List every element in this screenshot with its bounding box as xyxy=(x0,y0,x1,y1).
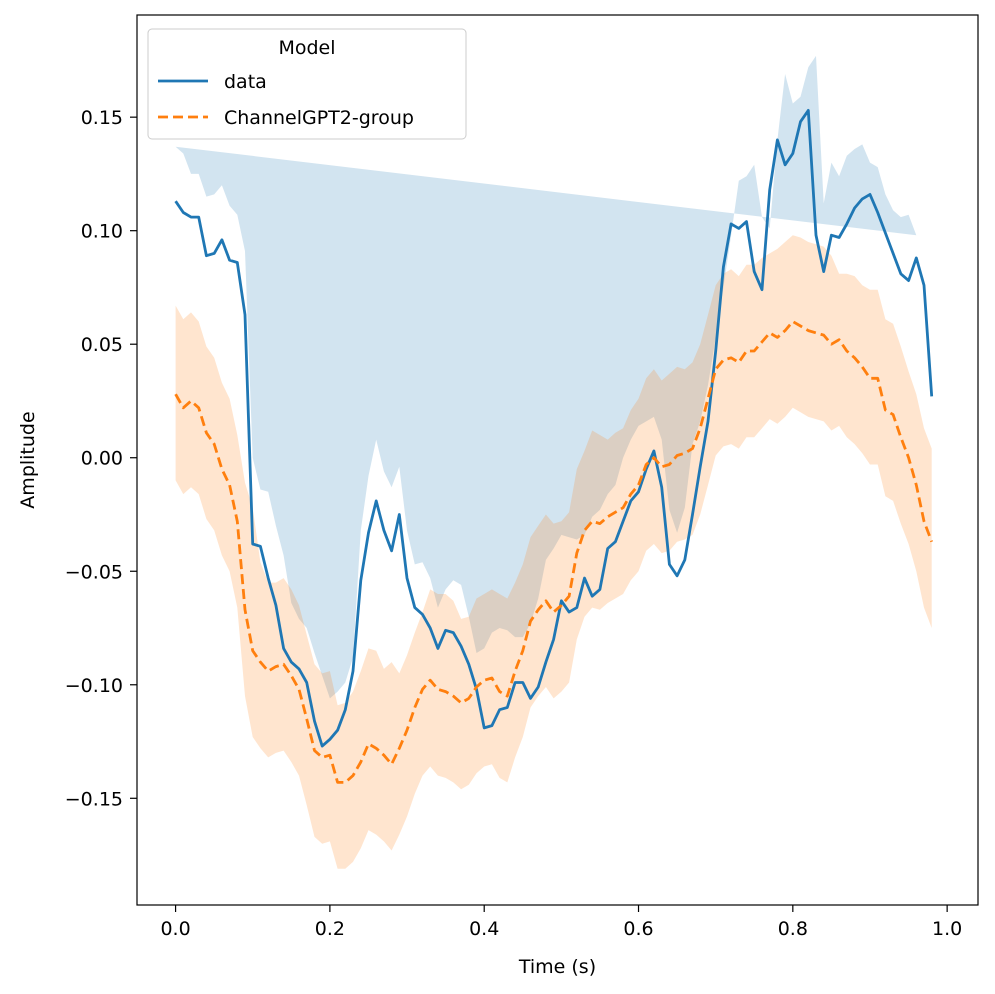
y-tick-label: 0.15 xyxy=(81,107,123,129)
series-line-channelgpt2-group xyxy=(174,320,934,784)
x-tick-label: 0.0 xyxy=(160,918,190,940)
y-tick-label: 0.05 xyxy=(81,334,123,356)
y-axis-ticks: 0.15 0.10 0.05 0.00 −0.05 −0.10 −0.15 xyxy=(65,107,137,810)
x-axis-label: Time (s) xyxy=(518,956,596,978)
y-axis-label: Amplitude xyxy=(17,411,39,508)
legend-box xyxy=(147,28,467,140)
y-tick-label: −0.05 xyxy=(65,561,123,583)
x-tick-label: 1.0 xyxy=(932,918,962,940)
y-tick-label: −0.15 xyxy=(65,788,123,810)
plot-frame xyxy=(136,14,979,906)
x-tick-label: 0.4 xyxy=(469,918,499,940)
y-tick-label: −0.10 xyxy=(65,675,123,697)
legend-title: Model xyxy=(278,37,335,59)
band-data xyxy=(175,55,917,699)
legend-label-channelgpt2-group: ChannelGPT2-group xyxy=(224,107,414,129)
band-channelgpt2-group xyxy=(175,235,932,869)
x-axis-ticks: 0.0 0.2 0.4 0.6 0.8 1.0 xyxy=(160,905,962,940)
confidence-bands xyxy=(175,55,932,869)
x-tick-label: 0.6 xyxy=(623,918,653,940)
x-tick-label: 0.2 xyxy=(315,918,345,940)
x-tick-label: 0.8 xyxy=(778,918,808,940)
y-tick-label: 0.00 xyxy=(81,448,123,470)
series-line-data xyxy=(174,109,934,748)
legend: Model data ChannelGPT2-group xyxy=(147,28,467,140)
y-tick-label: 0.10 xyxy=(81,221,123,243)
legend-label-data: data xyxy=(224,71,267,93)
series-lines xyxy=(174,109,934,784)
